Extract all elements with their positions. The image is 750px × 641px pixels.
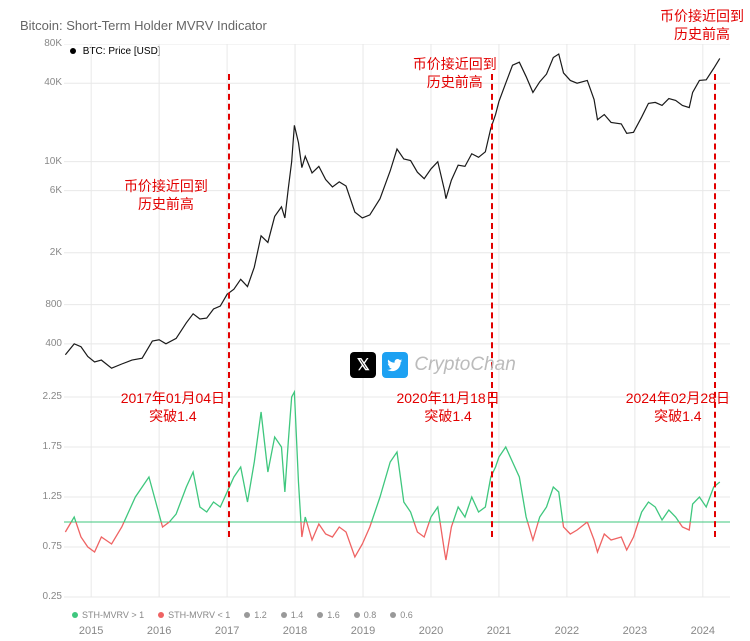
x-tick: 2017 — [215, 625, 239, 637]
annotation-price-2020: 币价接近回到历史前高 — [413, 56, 497, 91]
legend-label: 0.6 — [400, 610, 413, 620]
y-price-tick: 400 — [22, 338, 62, 349]
y-price-tick: 6K — [22, 185, 62, 196]
y-mvrv-tick: 0.25 — [22, 591, 62, 602]
legend-label: 1.2 — [254, 610, 267, 620]
legend-dot — [354, 612, 360, 618]
x-tick: 2019 — [351, 625, 375, 637]
dashed-line-2017 — [228, 74, 230, 537]
y-price-tick: 800 — [22, 299, 62, 310]
y-price-tick: 80K — [22, 38, 62, 49]
x-tick: 2023 — [623, 625, 647, 637]
x-logo-icon: 𝕏 — [350, 352, 376, 378]
legend-item: 1.4 — [281, 610, 304, 620]
legend-dot — [72, 612, 78, 618]
y-price-tick: 10K — [22, 156, 62, 167]
dashed-line-2020 — [491, 74, 493, 537]
legend-label: 1.6 — [327, 610, 340, 620]
y-mvrv-tick: 1.75 — [22, 441, 62, 452]
x-tick: 2016 — [147, 625, 171, 637]
y-mvrv-tick: 1.25 — [22, 491, 62, 502]
y-price-tick: 2K — [22, 247, 62, 258]
bottom-legend: STH-MVRV > 1 STH-MVRV < 1 1.2 1.4 1.6 0.8 0.6 — [72, 610, 413, 620]
legend-label: 1.4 — [291, 610, 304, 620]
legend-item: STH-MVRV < 1 — [158, 610, 230, 620]
legend-dot — [158, 612, 164, 618]
legend-dot — [281, 612, 287, 618]
legend-item: STH-MVRV > 1 — [72, 610, 144, 620]
y-mvrv-tick: 2.25 — [22, 391, 62, 402]
legend-label: 0.8 — [364, 610, 377, 620]
legend-item: 0.8 — [354, 610, 377, 620]
watermark: 𝕏 CryptoChan — [350, 352, 515, 378]
dashed-line-2024 — [714, 74, 716, 537]
twitter-logo-icon — [382, 352, 408, 378]
legend-dot — [390, 612, 396, 618]
x-tick: 2020 — [419, 625, 443, 637]
legend-dot — [244, 612, 250, 618]
chart-title: Bitcoin: Short-Term Holder MVRV Indicato… — [20, 18, 267, 33]
y-price-tick: 40K — [22, 77, 62, 88]
annotation-mvrv-2017: 2017年01月04日突破1.4 — [121, 390, 225, 425]
y-mvrv-tick: 0.75 — [22, 541, 62, 552]
legend-dot — [317, 612, 323, 618]
annotation-price-2017: 币价接近回到历史前高 — [124, 178, 208, 213]
legend-label: STH-MVRV > 1 — [82, 610, 144, 620]
annotation-mvrv-2020: 2020年11月18日突破1.4 — [396, 390, 499, 425]
x-tick: 2015 — [79, 625, 103, 637]
annotation-mvrv-2024: 2024年02月28日突破1.4 — [626, 390, 730, 425]
annotation-price-2024: 币价接近回到历史前高 — [660, 8, 744, 43]
chart-svg — [64, 44, 730, 599]
x-tick: 2022 — [555, 625, 579, 637]
x-tick: 2018 — [283, 625, 307, 637]
legend-item: 1.6 — [317, 610, 340, 620]
legend-label: STH-MVRV < 1 — [168, 610, 230, 620]
legend-item: 0.6 — [390, 610, 413, 620]
legend-item: 1.2 — [244, 610, 267, 620]
x-tick: 2021 — [487, 625, 511, 637]
watermark-text: CryptoChan — [414, 354, 515, 376]
x-tick: 2024 — [691, 625, 715, 637]
